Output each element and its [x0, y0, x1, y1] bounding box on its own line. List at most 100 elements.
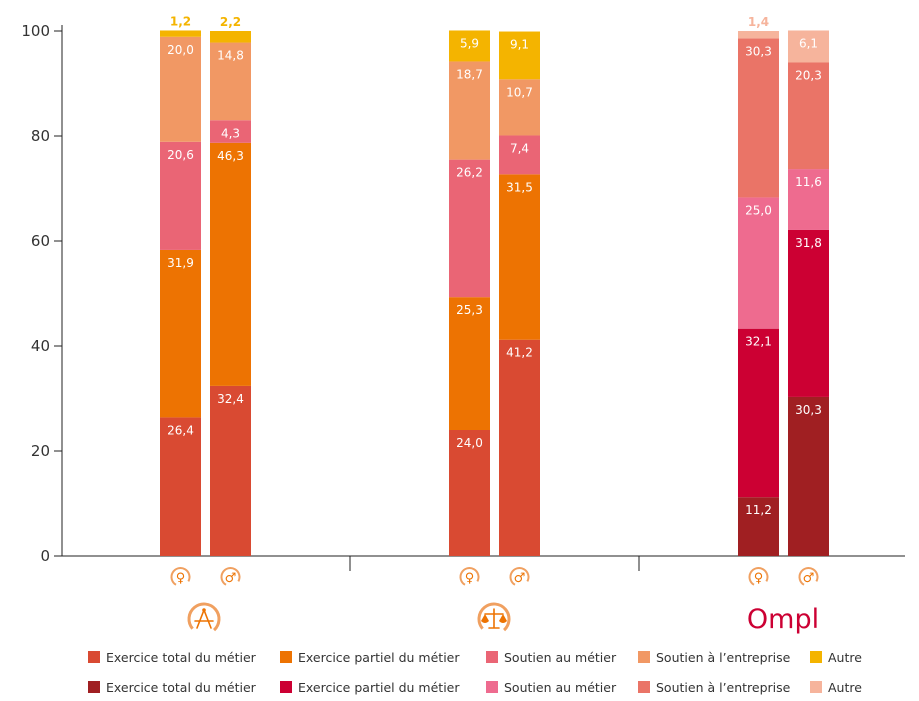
- bar-group-1-male: 32,4 46,3 4,3 14,8 2,2: [210, 15, 251, 556]
- value-label-group-1-male-3: 4,3: [221, 126, 240, 140]
- value-label-ompl-female-4: 30,3: [745, 44, 772, 58]
- value-label-ompl-male-4: 20,3: [795, 69, 822, 83]
- segment-ompl-female-5: [738, 31, 779, 39]
- legend: Exercice total du métier Exercice partiel…: [88, 650, 862, 695]
- legend-label-1-2: Exercice partiel du métier: [298, 650, 460, 665]
- scales-logo-icon: [477, 602, 511, 636]
- legend-label-2-1: Exercice total du métier: [106, 680, 257, 695]
- legend-swatch-1-4: [638, 651, 650, 663]
- segment-group-2-female-3: [449, 159, 490, 298]
- sex-icons: ♀ ♂ ♀ ♂ ♀ ♂: [170, 567, 819, 587]
- value-label-group-2-female-1: 24,0: [456, 436, 483, 450]
- bar-group-2-male: 41,2 31,5 7,4 10,7 9,1: [499, 31, 540, 556]
- segment-ompl-male-2: [788, 229, 829, 397]
- value-label-ompl-female-2: 32,1: [745, 335, 772, 349]
- segment-group-1-female-1: [160, 417, 201, 556]
- legend-label-1-3: Soutien au métier: [504, 650, 617, 665]
- legend-label-2-2: Exercice partiel du métier: [298, 680, 460, 695]
- segment-group-2-male-4: [499, 79, 540, 136]
- female-symbol-icon: ♀: [459, 567, 480, 587]
- segment-group-1-female-4: [160, 36, 201, 142]
- segment-ompl-male-4: [788, 62, 829, 170]
- legend-label-1-4: Soutien à l’entreprise: [656, 650, 791, 665]
- value-label-ompl-male-2: 31,8: [795, 236, 822, 250]
- female-symbol-icon: ♀: [748, 567, 769, 587]
- svg-text:♂: ♂: [514, 571, 526, 586]
- value-label-group-2-male-5: 9,1: [510, 38, 529, 52]
- value-label-group-2-male-4: 10,7: [506, 85, 533, 99]
- segment-ompl-female-2: [738, 328, 779, 498]
- value-label-ompl-male-3: 11,6: [795, 175, 822, 189]
- legend-swatch-1-3: [486, 651, 498, 663]
- y-tick-label-0: 0: [40, 547, 50, 565]
- value-label-group-2-female-3: 26,2: [456, 166, 483, 180]
- value-label-ompl-female-1: 11,2: [745, 503, 772, 517]
- segment-ompl-male-1: [788, 396, 829, 556]
- value-label-group-1-female-4: 20,0: [167, 43, 194, 57]
- male-symbol-icon: ♂: [798, 567, 819, 587]
- bar-ompl-male: 30,3 31,8 11,6 20,3 6,1: [788, 30, 829, 556]
- value-label-group-2-female-2: 25,3: [456, 303, 483, 317]
- legend-swatch-2-1: [88, 681, 100, 693]
- value-label-group-1-male-2: 46,3: [217, 149, 244, 163]
- legend-swatch-2-2: [280, 681, 292, 693]
- value-label-group-2-female-4: 18,7: [456, 67, 483, 81]
- value-label-group-1-female-2: 31,9: [167, 256, 194, 270]
- segment-group-1-female-5: [160, 30, 201, 37]
- bar-group-1-female: 26,4 31,9 20,6 20,0 1,2: [160, 14, 201, 556]
- segment-group-1-female-2: [160, 249, 201, 418]
- value-label-group-1-male-1: 32,4: [217, 392, 244, 406]
- svg-text:♀: ♀: [176, 571, 186, 586]
- ompl-logo: Ompl: [747, 604, 819, 635]
- legend-swatch-2-5: [810, 681, 822, 693]
- value-label-group-1-female-3: 20,6: [167, 148, 194, 162]
- legend-swatch-1-1: [88, 651, 100, 663]
- segment-group-2-female-5: [449, 30, 490, 62]
- legend-label-2-4: Soutien à l’entreprise: [656, 680, 791, 695]
- segment-group-2-female-2: [449, 297, 490, 430]
- svg-text:♀: ♀: [465, 571, 475, 586]
- legend-label-1-5: Autre: [828, 650, 862, 665]
- value-label-ompl-female-5: 1,4: [748, 15, 769, 29]
- segment-group-2-female-4: [449, 61, 490, 160]
- segment-group-1-male-4: [210, 42, 251, 121]
- y-tick-label-40: 40: [31, 337, 50, 355]
- legend-swatch-2-3: [486, 681, 498, 693]
- segment-group-1-male-1: [210, 385, 251, 556]
- y-tick-label-60: 60: [31, 232, 50, 250]
- segment-group-2-male-5: [499, 31, 540, 80]
- segment-ompl-male-3: [788, 169, 829, 230]
- value-label-group-1-female-1: 26,4: [167, 423, 194, 437]
- compass-logo-icon: [187, 602, 221, 636]
- segment-ompl-female-3: [738, 197, 779, 329]
- segment-group-2-male-2: [499, 174, 540, 340]
- value-label-group-1-female-5: 1,2: [170, 14, 191, 28]
- segment-group-1-male-2: [210, 142, 251, 386]
- value-label-group-2-male-1: 41,2: [506, 346, 533, 360]
- segment-ompl-female-4: [738, 38, 779, 198]
- svg-text:♀: ♀: [754, 571, 764, 586]
- bar-ompl-female: 11,2 32,1 25,0 30,3 1,4: [738, 15, 779, 556]
- value-label-ompl-male-1: 30,3: [795, 403, 822, 417]
- legend-swatch-1-5: [810, 651, 822, 663]
- y-tick-label-100: 100: [21, 22, 50, 40]
- male-symbol-icon: ♂: [220, 567, 241, 587]
- value-label-group-2-female-5: 5,9: [460, 36, 479, 50]
- legend-label-1-1: Exercice total du métier: [106, 650, 257, 665]
- svg-text:♂: ♂: [803, 571, 815, 586]
- segment-group-2-male-1: [499, 339, 540, 556]
- female-symbol-icon: ♀: [170, 567, 191, 587]
- value-label-group-2-male-2: 31,5: [506, 180, 533, 194]
- legend-swatch-2-4: [638, 681, 650, 693]
- legend-label-2-5: Autre: [828, 680, 862, 695]
- segment-group-2-female-1: [449, 430, 490, 556]
- male-symbol-icon: ♂: [509, 567, 530, 587]
- segment-group-1-female-3: [160, 141, 201, 250]
- segment-ompl-male-5: [788, 30, 829, 63]
- bar-group-2-female: 24,0 25,3 26,2 18,7 5,9: [449, 30, 490, 556]
- bars: 26,4 31,9 20,6 20,0 1,2 32,4 46,3 4,3 14,8 2,2 24,…: [160, 14, 829, 556]
- legend-label-2-3: Soutien au métier: [504, 680, 617, 695]
- segment-ompl-female-1: [738, 497, 779, 556]
- group-logos: Ompl: [187, 602, 819, 636]
